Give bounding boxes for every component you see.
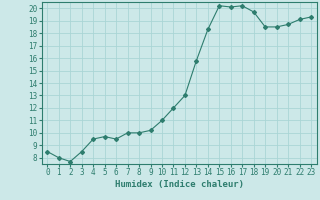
X-axis label: Humidex (Indice chaleur): Humidex (Indice chaleur): [115, 180, 244, 189]
